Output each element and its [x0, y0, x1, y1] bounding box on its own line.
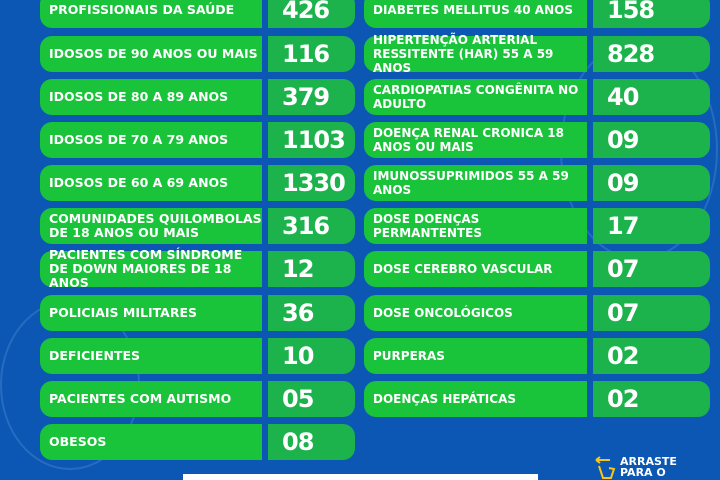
group-label: IDOSOS DE 80 A 89 ANOS	[40, 79, 262, 115]
table-row: IDOSOS DE 70 A 79 ANOS 1103	[40, 122, 355, 158]
table-row: IDOSOS DE 60 A 69 ANOS 1330	[40, 165, 355, 201]
table-row: IDOSOS DE 80 A 89 ANOS 379	[40, 79, 355, 115]
table-row: PACIENTES COM SÍNDROME DE DOWN MAIORES D…	[40, 248, 355, 290]
group-label: PROFISSIONAIS DA SAÚDE	[40, 0, 262, 28]
dose-count: 828	[593, 36, 710, 72]
table-row: DOSE CEREBRO VASCULAR 07	[364, 251, 710, 287]
group-label: DOSE ONCOLÓGICOS	[364, 295, 587, 331]
dose-count: 09	[593, 122, 710, 158]
table-row: CARDIOPATIAS CONGÊNITA NO ADULTO 40	[364, 79, 710, 115]
table-row: IMUNOSSUPRIMIDOS 55 A 59 ANOS 09	[364, 165, 710, 201]
dose-count: 116	[268, 36, 355, 72]
group-label: OBESOS	[40, 424, 262, 460]
swipe-hint: ARRASTE PARA O	[594, 456, 680, 480]
group-label: IDOSOS DE 90 ANOS OU MAIS	[40, 36, 262, 72]
dose-count: 17	[593, 208, 710, 244]
table-row: DOSE ONCOLÓGICOS 07	[364, 295, 710, 331]
table-row: HIPERTENÇÃO ARTERIAL RESSITENTE (HAR) 55…	[364, 33, 710, 75]
dose-count: 426	[268, 0, 355, 28]
group-label: DOENÇA RENAL CRONICA 18 ANOS OU MAIS	[364, 122, 587, 158]
group-label: PACIENTES COM AUTISMO	[40, 381, 262, 417]
dose-count: 07	[593, 295, 710, 331]
dose-count: 1103	[268, 122, 355, 158]
dose-count: 09	[593, 165, 710, 201]
group-label: PACIENTES COM SÍNDROME DE DOWN MAIORES D…	[40, 248, 262, 290]
dose-count: 08	[268, 424, 355, 460]
dose-count: 40	[593, 79, 710, 115]
group-label: CARDIOPATIAS CONGÊNITA NO ADULTO	[364, 79, 587, 115]
table-row: DEFICIENTES 10	[40, 338, 355, 374]
group-label: IMUNOSSUPRIMIDOS 55 A 59 ANOS	[364, 165, 587, 201]
group-label: PURPERAS	[364, 338, 587, 374]
group-label: IDOSOS DE 60 A 69 ANOS	[40, 165, 262, 201]
group-label: DEFICIENTES	[40, 338, 262, 374]
dose-count: 02	[593, 338, 710, 374]
dose-count: 05	[268, 381, 355, 417]
group-label: HIPERTENÇÃO ARTERIAL RESSITENTE (HAR) 55…	[364, 33, 587, 75]
table-row: IDOSOS DE 90 ANOS OU MAIS 116	[40, 36, 355, 72]
table-row: POLICIAIS MILITARES 36	[40, 295, 355, 331]
dose-count: 158	[593, 0, 710, 28]
swipe-text: ARRASTE PARA O	[620, 455, 677, 479]
group-label: DOSE CEREBRO VASCULAR	[364, 251, 587, 287]
bottom-white-panel	[183, 474, 538, 480]
group-label: DOENÇAS HEPÁTICAS	[364, 381, 587, 417]
table-row: DOENÇAS HEPÁTICAS 02	[364, 381, 710, 417]
table-row: DOSE DOENÇAS PERMANTENTES 17	[364, 208, 710, 244]
group-label: DIABETES MELLITUS 40 ANOS	[364, 0, 587, 28]
table-row: PACIENTES COM AUTISMO 05	[40, 381, 355, 417]
table-row: DIABETES MELLITUS 40 ANOS 158	[364, 0, 710, 28]
dose-count: 316	[268, 208, 355, 244]
group-label: DOSE DOENÇAS PERMANTENTES	[364, 208, 587, 244]
group-label: COMUNIDADES QUILOMBOLAS DE 18 ANOS OU MA…	[40, 208, 262, 244]
table-row: PURPERAS 02	[364, 338, 710, 374]
group-label: IDOSOS DE 70 A 79 ANOS	[40, 122, 262, 158]
group-label: POLICIAIS MILITARES	[40, 295, 262, 331]
table-row: PROFISSIONAIS DA SAÚDE 426	[40, 0, 355, 28]
dose-count: 36	[268, 295, 355, 331]
dose-count: 07	[593, 251, 710, 287]
table-row: DOENÇA RENAL CRONICA 18 ANOS OU MAIS 09	[364, 122, 710, 158]
dose-count: 12	[268, 251, 355, 287]
table-row: OBESOS 08	[40, 424, 355, 460]
swipe-hand-icon	[595, 456, 616, 479]
dose-count: 02	[593, 381, 710, 417]
dose-count: 1330	[268, 165, 355, 201]
dose-count: 10	[268, 338, 355, 374]
dose-count: 379	[268, 79, 355, 115]
table-row: COMUNIDADES QUILOMBOLAS DE 18 ANOS OU MA…	[40, 208, 355, 244]
